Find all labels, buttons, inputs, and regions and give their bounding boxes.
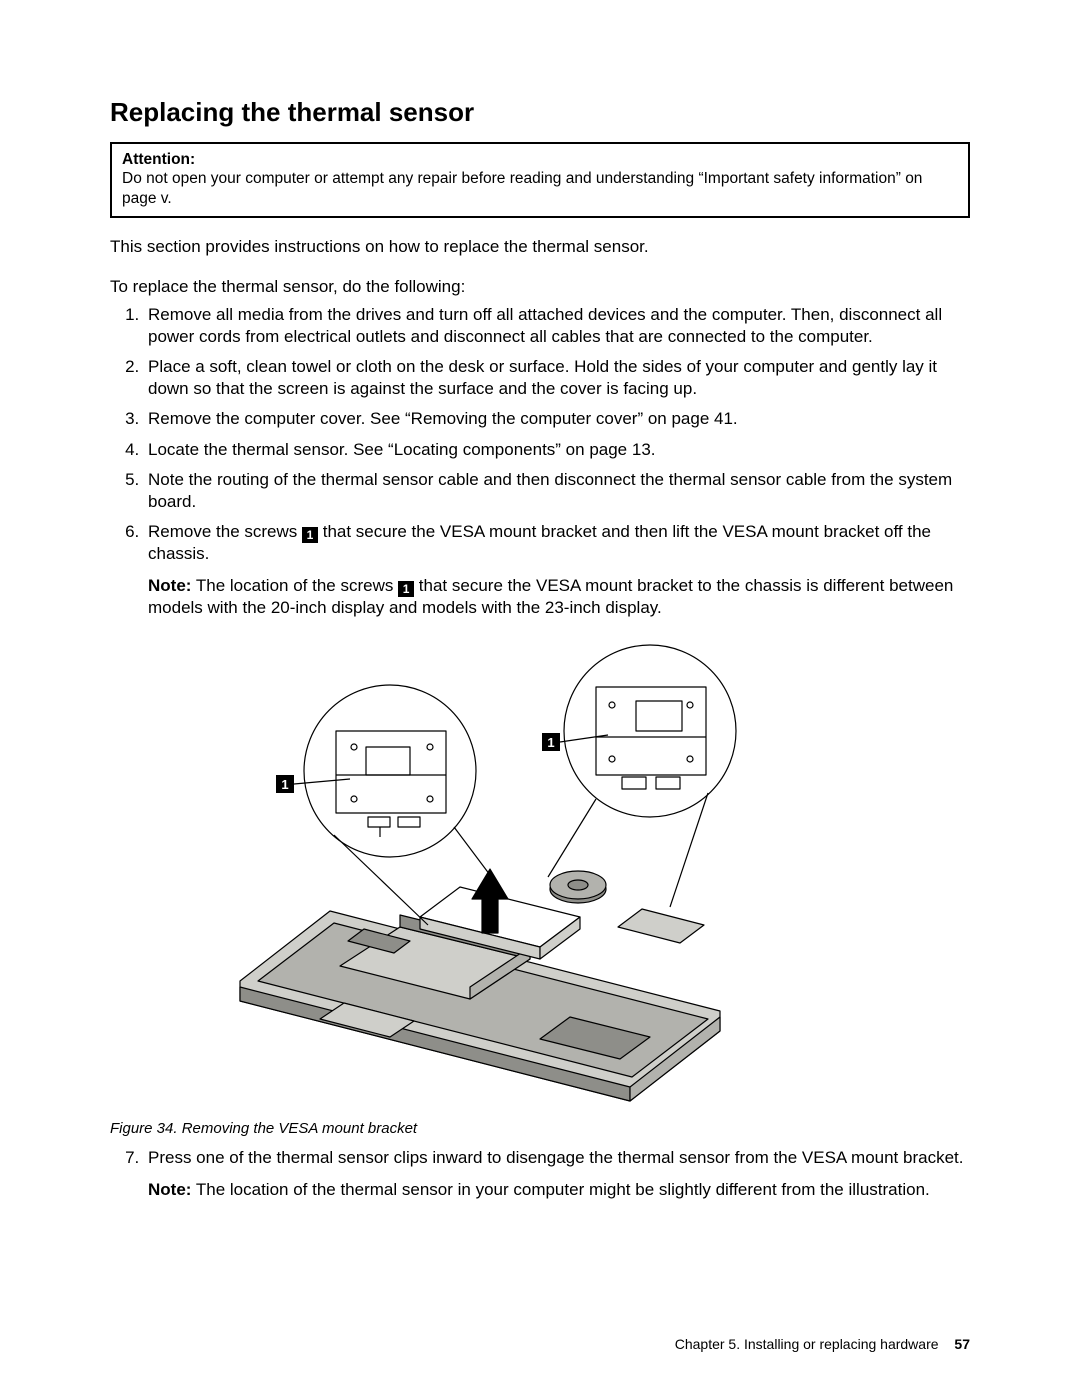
intro-paragraph: This section provides instructions on ho… — [110, 236, 970, 258]
figure-illustration: 1 1 — [110, 631, 830, 1111]
step-item: Press one of the thermal sensor clips in… — [144, 1147, 970, 1201]
attention-box: Attention: Do not open your computer or … — [110, 142, 970, 218]
callout-icon: 1 — [398, 581, 414, 597]
steps-list-continued: Press one of the thermal sensor clips in… — [110, 1147, 970, 1201]
section-heading: Replacing the thermal sensor — [110, 96, 970, 130]
step-item: Place a soft, clean towel or cloth on th… — [144, 356, 970, 400]
attention-text: Do not open your computer or attempt any… — [122, 170, 922, 206]
figure-caption: Figure 34. Removing the VESA mount brack… — [110, 1119, 970, 1139]
attention-label: Attention: — [122, 150, 958, 169]
footer-chapter: Chapter 5. Installing or replacing hardw… — [675, 1336, 939, 1352]
step-item: Remove the computer cover. See “Removing… — [144, 408, 970, 430]
step6-note: Note: The location of the screws 1 that … — [148, 575, 970, 619]
note-label: Note: — [148, 1180, 191, 1199]
page: Replacing the thermal sensor Attention: … — [0, 0, 1080, 1397]
svg-text:1: 1 — [281, 777, 288, 792]
step7-note-text: The location of the thermal sensor in yo… — [191, 1180, 929, 1199]
figure: 1 1 Figure 34. Removing the VESA mount b… — [110, 631, 970, 1139]
page-footer: Chapter 5. Installing or replacing hardw… — [675, 1335, 970, 1353]
lead-paragraph: To replace the thermal sensor, do the fo… — [110, 276, 970, 298]
steps-list: Remove all media from the drives and tur… — [110, 304, 970, 619]
callout-icon: 1 — [302, 527, 318, 543]
step-item: Remove all media from the drives and tur… — [144, 304, 970, 348]
step6-note-pre: The location of the screws — [191, 576, 398, 595]
step6-pre: Remove the screws — [148, 522, 302, 541]
footer-page-number: 57 — [954, 1336, 970, 1352]
note-label: Note: — [148, 576, 191, 595]
step7-text: Press one of the thermal sensor clips in… — [148, 1148, 963, 1167]
step7-note: Note: The location of the thermal sensor… — [148, 1179, 970, 1201]
step-item: Note the routing of the thermal sensor c… — [144, 469, 970, 513]
svg-text:1: 1 — [547, 735, 554, 750]
step-item: Locate the thermal sensor. See “Locating… — [144, 439, 970, 461]
step-item: Remove the screws 1 that secure the VESA… — [144, 521, 970, 619]
